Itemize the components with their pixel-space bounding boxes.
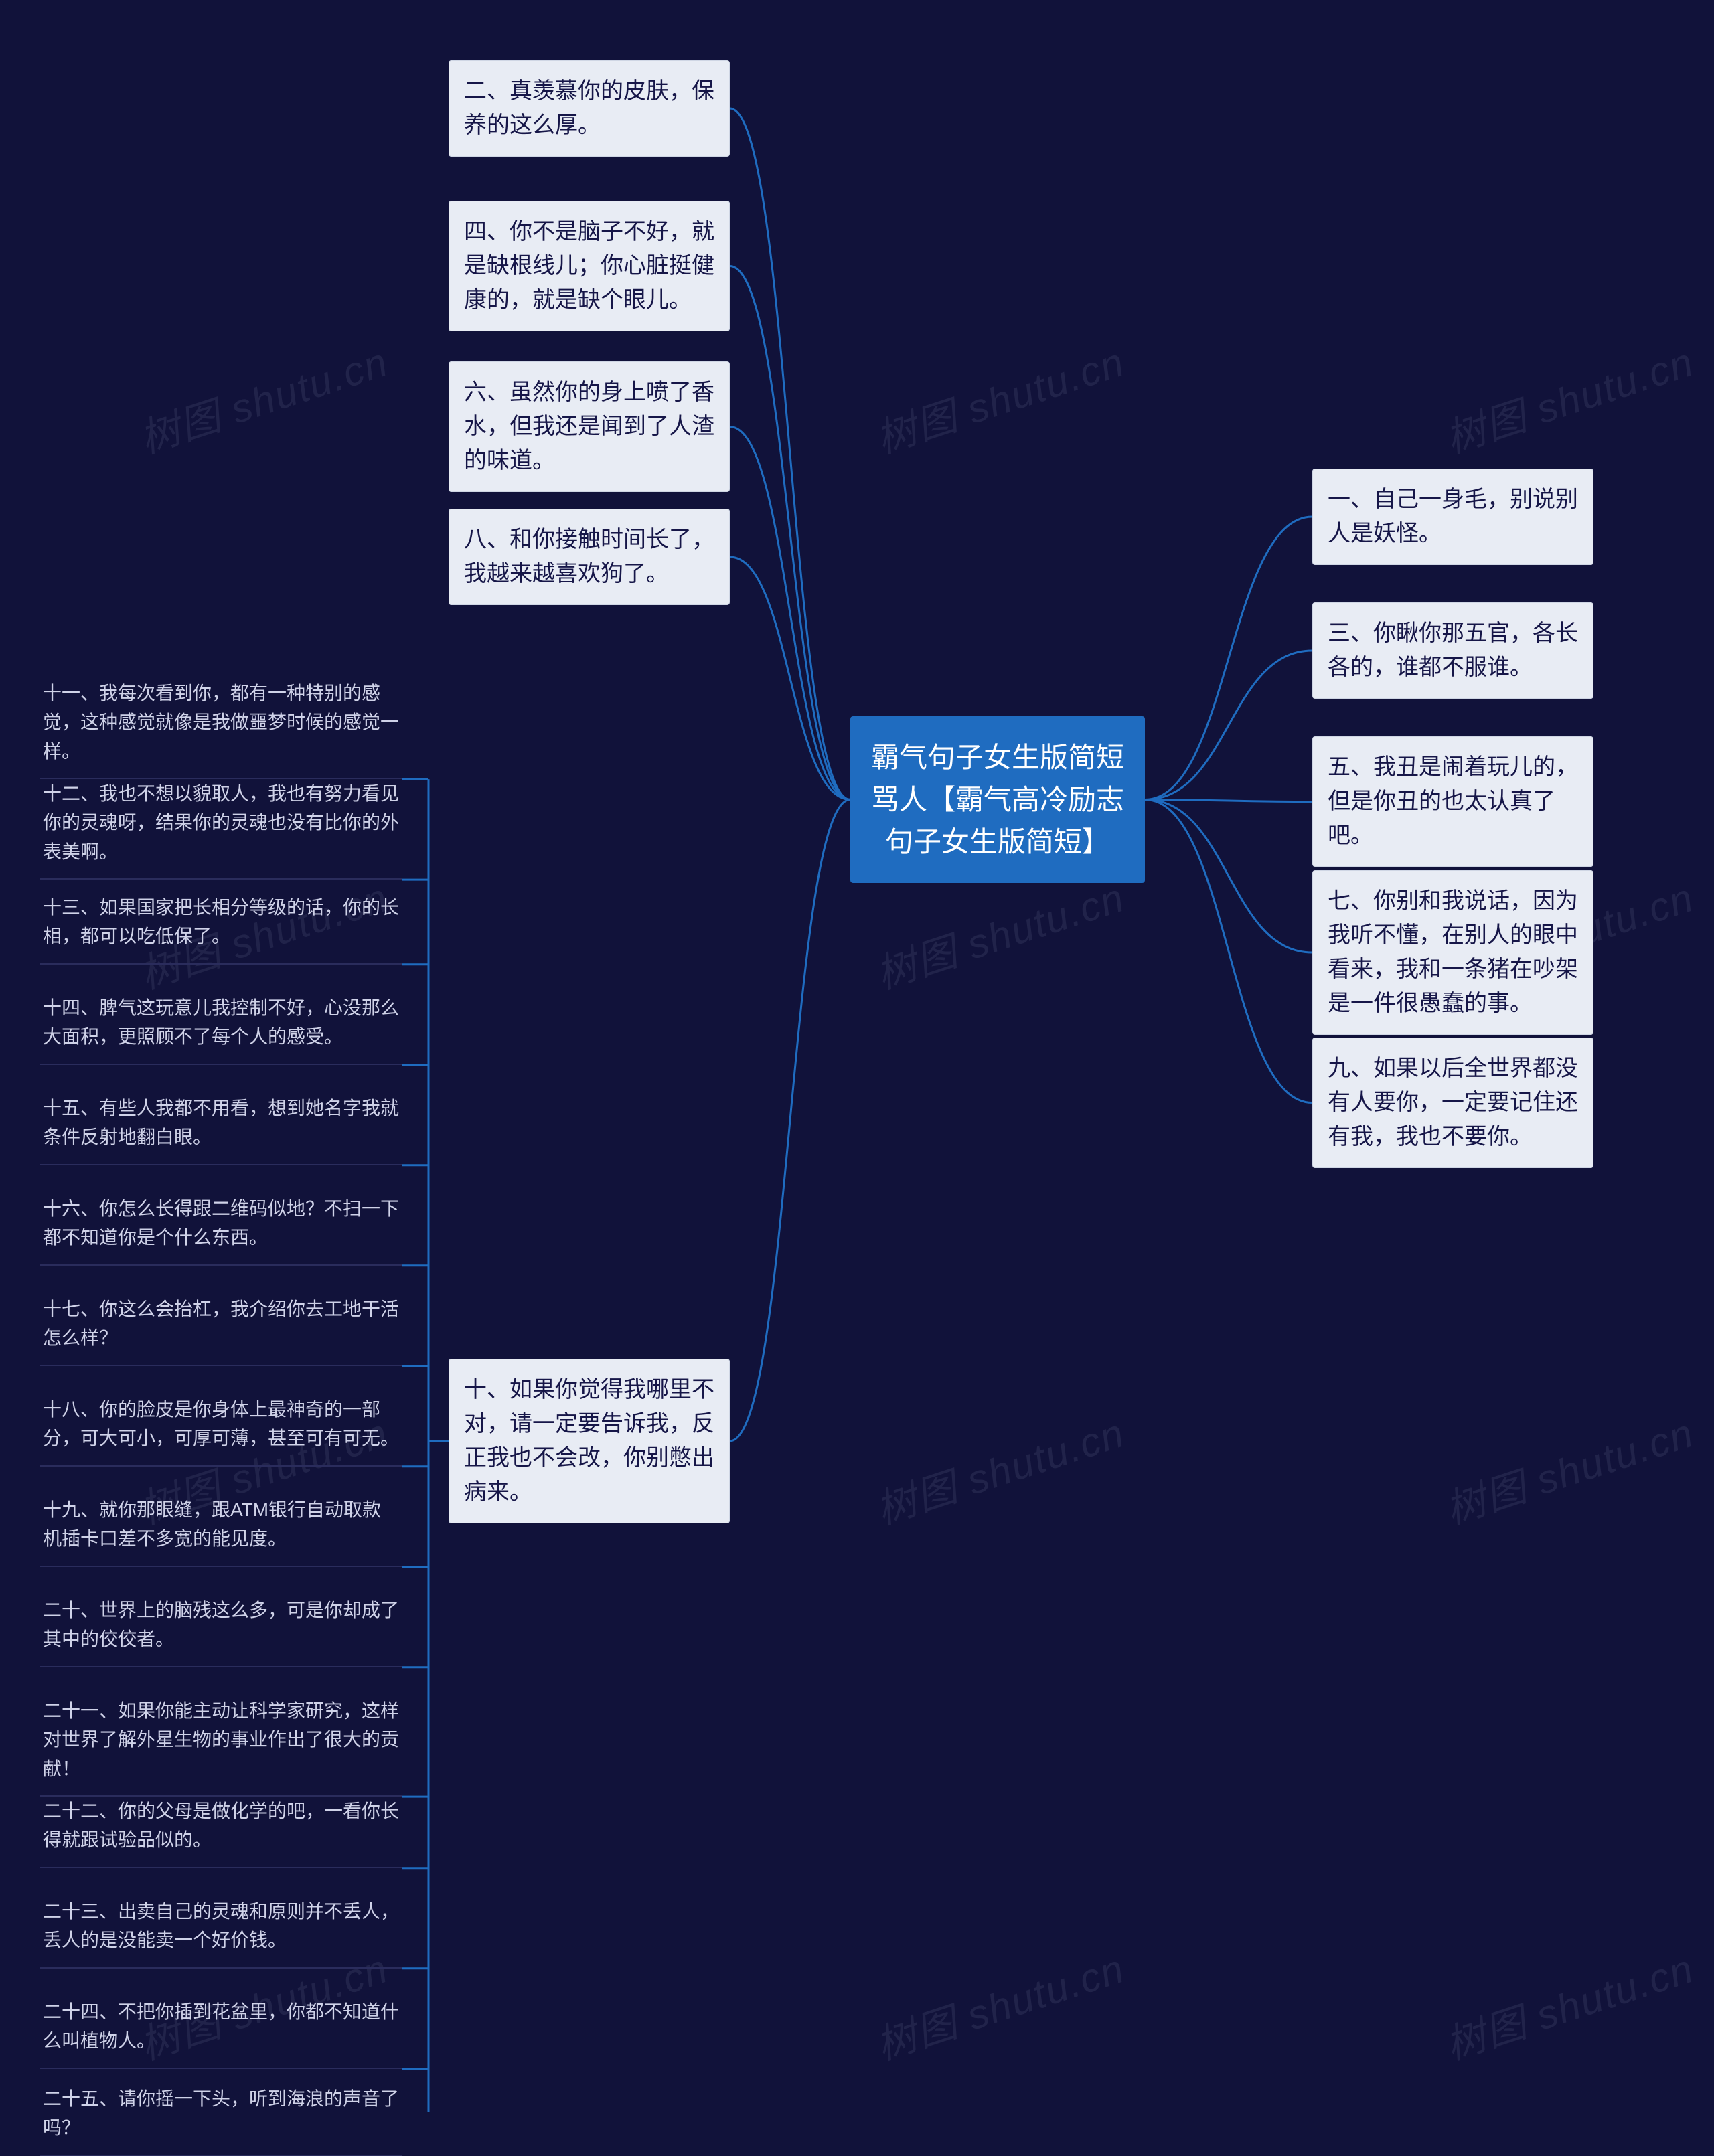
mindmap-leaf: 十三、如果国家把长相分等级的话，你的长相，都可以吃低保了。 [40, 884, 402, 965]
mindmap-branch: 十、如果你觉得我哪里不对，请一定要告诉我，反正我也不会改，你别憋出病来。 [449, 1359, 730, 1523]
mindmap-leaf: 二十二、你的父母是做化学的吧，一看你长得就跟试验品似的。 [40, 1787, 402, 1868]
mindmap-leaf: 二十五、请你摇一下头，听到海浪的声音了吗？ [40, 2075, 402, 2156]
mindmap-leaf: 二十一、如果你能主动让科学家研究，这样对世界了解外星生物的事业作出了很大的贡献！ [40, 1687, 402, 1797]
mindmap-leaf: 十七、你这么会抬杠，我介绍你去工地干活怎么样？ [40, 1285, 402, 1366]
watermark: 树图 shutu.cn [1437, 1936, 1701, 2072]
mindmap-leaf: 十九、就你那眼缝，跟ATM银行自动取款机插卡口差不多宽的能见度。 [40, 1486, 402, 1567]
watermark: 树图 shutu.cn [1437, 1401, 1701, 1536]
mindmap-branch: 九、如果以后全世界都没有人要你，一定要记住还有我，我也不要你。 [1312, 1038, 1593, 1168]
watermark: 树图 shutu.cn [868, 865, 1132, 1001]
mindmap-leaf: 十一、我每次看到你，都有一种特别的感觉，这种感觉就像是我做噩梦时候的感觉一样。 [40, 669, 402, 779]
mindmap-leaf: 十六、你怎么长得跟二维码似地？不扫一下都不知道你是个什么东西。 [40, 1185, 402, 1266]
mindmap-branch: 二、真羡慕你的皮肤，保养的这么厚。 [449, 60, 730, 157]
mindmap-branch: 五、我丑是闹着玩儿的，但是你丑的也太认真了吧。 [1312, 736, 1593, 867]
mindmap-branch: 一、自己一身毛，别说别人是妖怪。 [1312, 469, 1593, 565]
mindmap-branch: 四、你不是脑子不好，就是缺根线儿；你心脏挺健康的，就是缺个眼儿。 [449, 201, 730, 331]
mindmap-leaf: 十二、我也不想以貌取人，我也有努力看见你的灵魂呀，结果你的灵魂也没有比你的外表美… [40, 770, 402, 880]
mindmap-leaf: 二十三、出卖自己的灵魂和原则并不丢人，丢人的是没能卖一个好价钱。 [40, 1888, 402, 1969]
watermark: 树图 shutu.cn [868, 1401, 1132, 1536]
mindmap-leaf: 十四、脾气这玩意儿我控制不好，心没那么大面积，更照顾不了每个人的感受。 [40, 984, 402, 1065]
watermark: 树图 shutu.cn [868, 1936, 1132, 2072]
watermark: 树图 shutu.cn [131, 330, 395, 465]
mindmap-leaf: 二十四、不把你插到花盆里，你都不知道什么叫植物人。 [40, 1988, 402, 2069]
watermark: 树图 shutu.cn [868, 330, 1132, 465]
mindmap-branch: 七、你别和我说话，因为我听不懂，在别人的眼中看来，我和一条猪在吵架是一件很愚蠢的… [1312, 870, 1593, 1035]
watermark: 树图 shutu.cn [1437, 330, 1701, 465]
mindmap-branch: 八、和你接触时间长了，我越来越喜欢狗了。 [449, 509, 730, 605]
mindmap-leaf: 二十、世界上的脑残这么多，可是你却成了其中的佼佼者。 [40, 1586, 402, 1667]
mindmap-root: 霸气句子女生版简短骂人【霸气高冷励志句子女生版简短】 [850, 716, 1145, 883]
mindmap-leaf: 十五、有些人我都不用看，想到她名字我就条件反射地翻白眼。 [40, 1084, 402, 1165]
mindmap-branch: 三、你瞅你那五官，各长各的，谁都不服谁。 [1312, 602, 1593, 699]
mindmap-branch: 六、虽然你的身上喷了香水，但我还是闻到了人渣的味道。 [449, 361, 730, 492]
mindmap-leaf: 十八、你的脸皮是你身体上最神奇的一部分，可大可小，可厚可薄，甚至可有可无。 [40, 1386, 402, 1467]
